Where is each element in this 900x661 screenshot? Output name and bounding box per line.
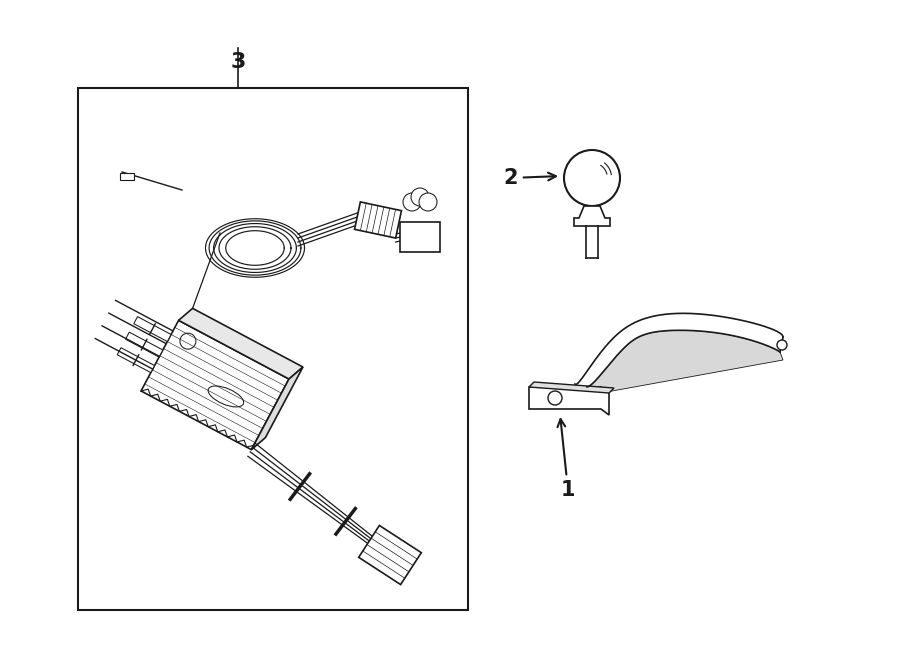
Polygon shape [529,387,609,415]
Circle shape [777,340,787,350]
Circle shape [564,150,620,206]
Bar [400,222,440,252]
Text: 3: 3 [230,52,246,72]
Circle shape [548,391,562,405]
Polygon shape [134,317,171,342]
Polygon shape [251,367,303,449]
Circle shape [411,188,429,206]
Polygon shape [355,202,401,238]
Polygon shape [587,330,783,395]
Circle shape [403,193,421,211]
Polygon shape [125,332,163,357]
Text: 2: 2 [503,168,556,188]
Polygon shape [141,321,289,449]
Text: 1: 1 [557,419,575,500]
Polygon shape [117,348,155,373]
Polygon shape [359,525,421,584]
Bar [78,88,468,610]
Polygon shape [178,308,303,379]
Circle shape [419,193,437,211]
Polygon shape [575,313,783,387]
Polygon shape [574,206,610,226]
Polygon shape [529,382,614,393]
Bar [120,173,134,180]
